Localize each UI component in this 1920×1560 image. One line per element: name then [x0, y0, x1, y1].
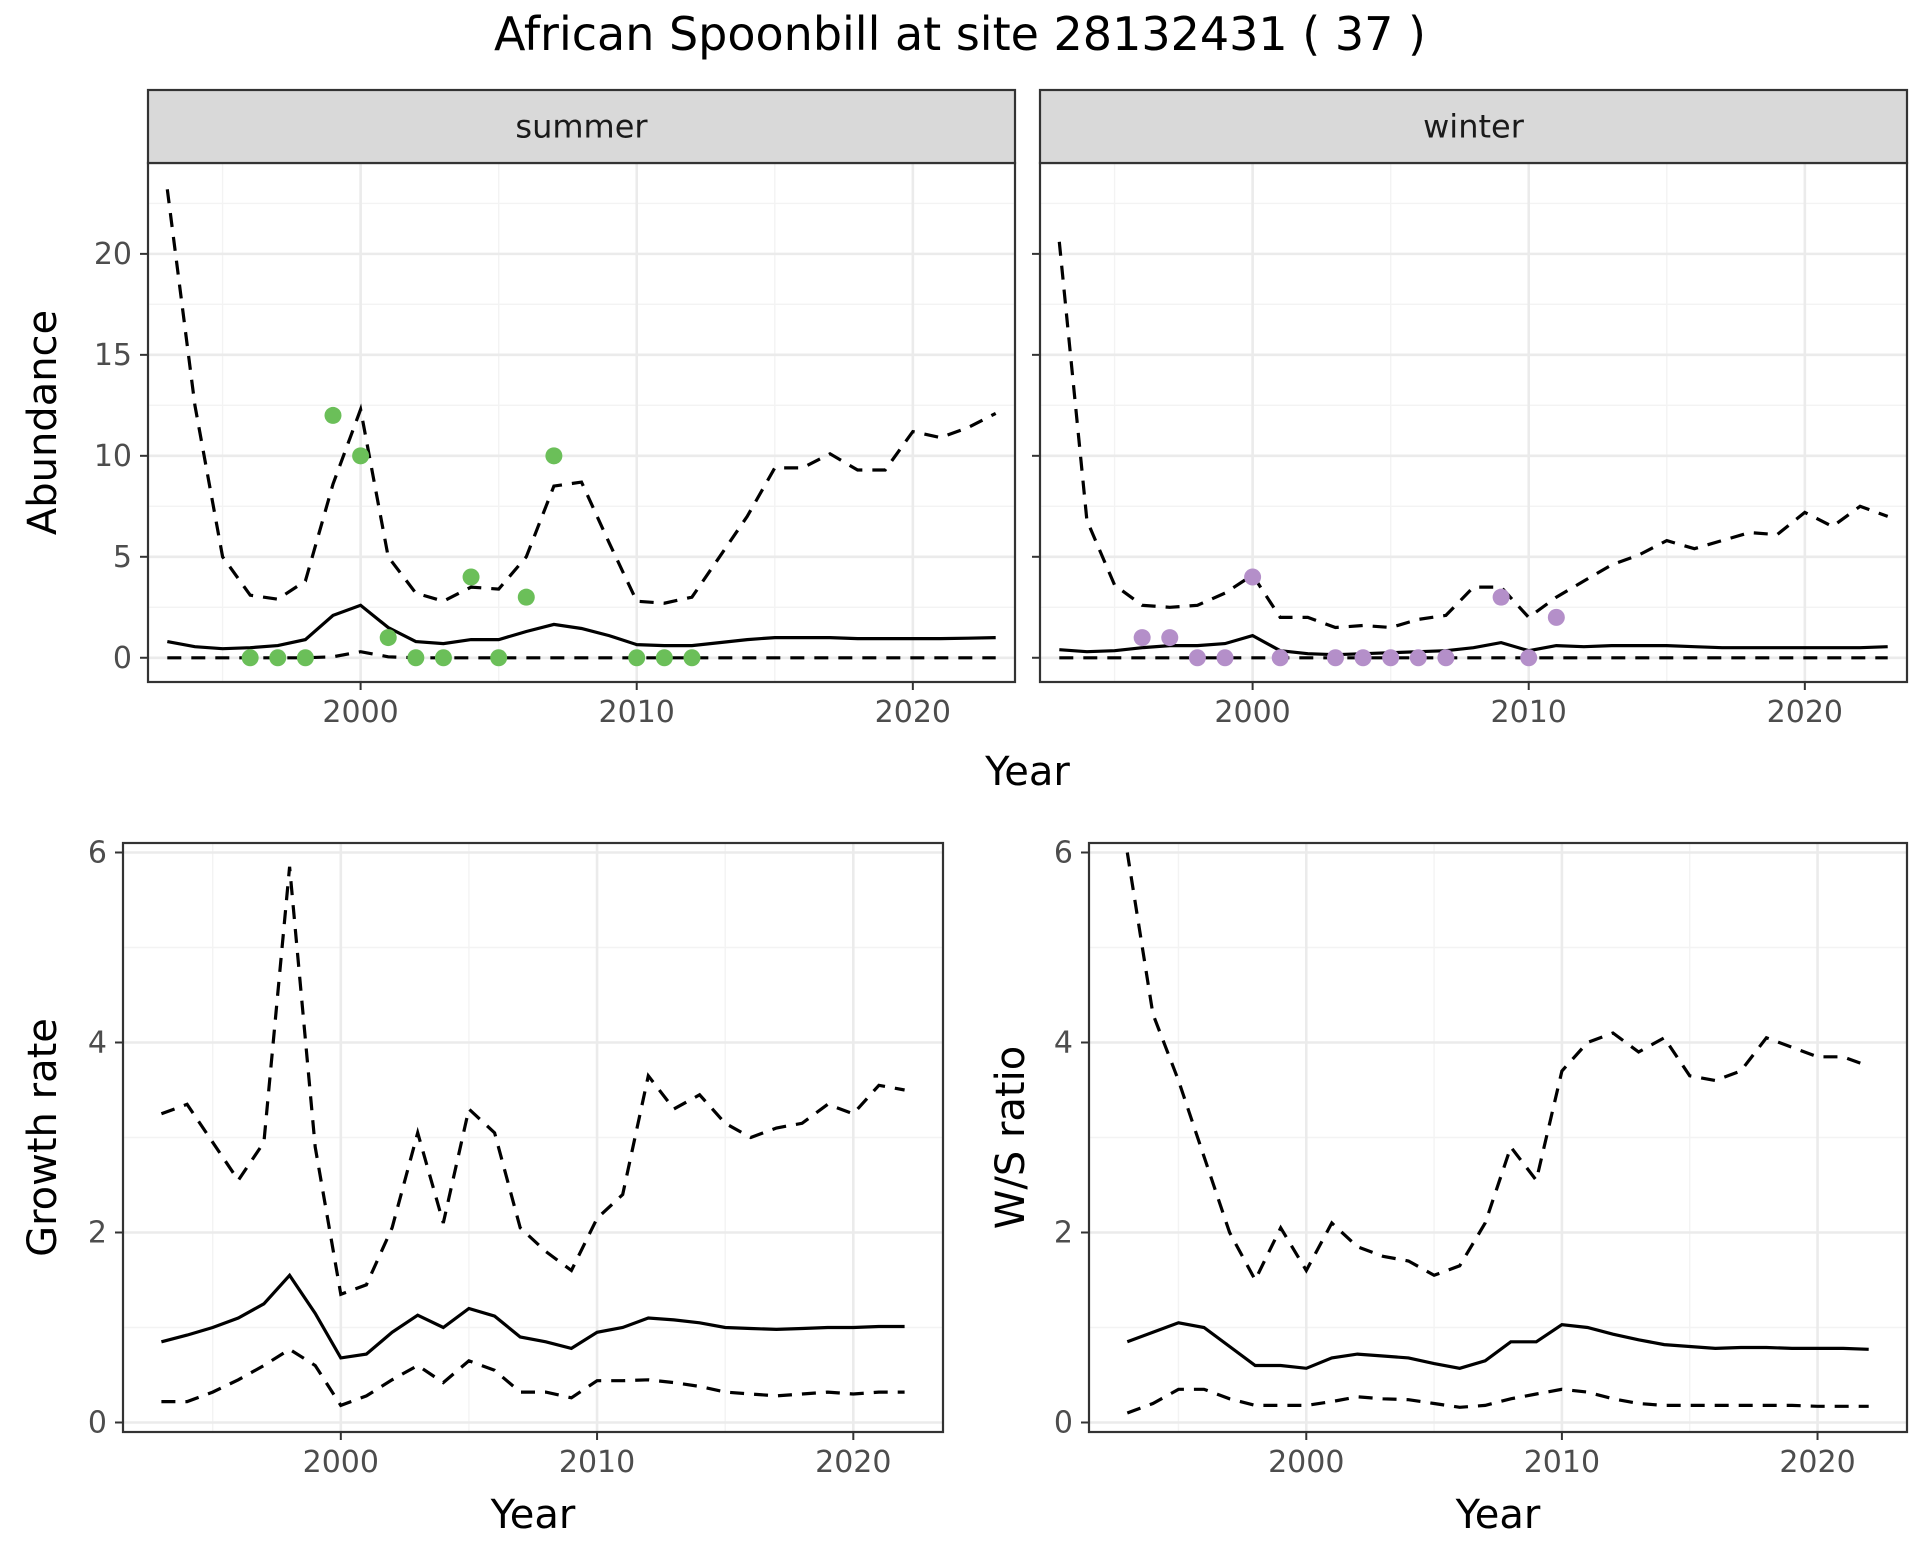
data-point [1244, 568, 1262, 586]
x-tick-label: 2000 [303, 1445, 379, 1480]
data-point [1271, 649, 1289, 667]
facet-strip [1038, 88, 1909, 165]
x-tick-label: 2010 [559, 1445, 635, 1480]
data-point [407, 649, 425, 667]
data-point [1547, 608, 1565, 626]
series-line-upper [1125, 852, 1870, 1284]
y-tick-label: 20 [94, 237, 132, 272]
y-axis-title: Growth rate [20, 1018, 66, 1257]
y-tick-label: 4 [88, 1026, 107, 1061]
y-tick-label: 0 [88, 1406, 107, 1441]
series-line-lower [161, 1347, 905, 1408]
series-line-estimate [1126, 1321, 1869, 1370]
data-point [269, 649, 287, 667]
series-line-upper [160, 866, 905, 1297]
data-point [1326, 649, 1344, 667]
data-point [241, 649, 259, 667]
y-tick-label: 6 [1054, 836, 1073, 871]
data-point [352, 447, 370, 465]
y-tick-label: 2 [88, 1216, 107, 1251]
y-tick-label: 2 [1054, 1216, 1073, 1251]
data-point [490, 649, 508, 667]
data-point [1188, 649, 1206, 667]
data-point [1409, 649, 1427, 667]
x-tick-label: 2010 [599, 695, 675, 730]
series-line-lower [167, 650, 996, 660]
data-point [1437, 649, 1455, 667]
data-point [1382, 649, 1400, 667]
panel-border [121, 841, 945, 1434]
series-line-estimate [160, 1272, 905, 1360]
y-tick-label: 6 [88, 836, 107, 871]
facet-strip [146, 88, 1017, 165]
data-point [379, 629, 397, 647]
series-line-upper [165, 189, 997, 605]
data-point [1133, 629, 1151, 647]
figure-title: African Spoonbill at site 28132431 ( 37 … [494, 7, 1426, 61]
x-tick-label: 2000 [1268, 1445, 1344, 1480]
x-tick-label: 2020 [875, 695, 951, 730]
series-line-lower [1126, 1387, 1869, 1415]
data-point [683, 649, 701, 667]
y-axis-title: W/S ratio [988, 1046, 1034, 1229]
x-tick-label: 2020 [1779, 1445, 1855, 1480]
series-line-upper [1057, 241, 1889, 630]
panel-ratio: 2000 2010 2020 0 2 4 6 Year W/S ratio [988, 836, 1909, 1538]
data-point [517, 588, 535, 606]
y-tick-label: 10 [94, 439, 132, 474]
x-tick-label: 2010 [1524, 1445, 1600, 1480]
data-point [1161, 629, 1179, 647]
series-line-estimate [1059, 633, 1888, 657]
data-point [545, 447, 563, 465]
x-tick-label: 2010 [1491, 695, 1567, 730]
x-tick-label: 2020 [1767, 695, 1843, 730]
data-point [324, 406, 342, 424]
data-point [655, 649, 673, 667]
x-axis-title: Year [490, 1492, 576, 1538]
data-point [462, 568, 480, 586]
y-tick-label: 15 [94, 338, 132, 373]
series-line-estimate [167, 603, 996, 651]
x-tick-label: 2020 [815, 1445, 891, 1480]
facet-strip-label: winter [1423, 108, 1525, 146]
panel-background [1040, 163, 1907, 682]
x-tick-label: 2000 [1214, 695, 1290, 730]
panel-growth: 2000 2010 2020 0 2 4 6 Year Growth rate [20, 836, 945, 1538]
panel-border [1087, 841, 1909, 1434]
data-point [1216, 649, 1234, 667]
y-tick-label: 0 [1054, 1406, 1073, 1441]
y-tick-label: 4 [1054, 1026, 1073, 1061]
data-point [434, 649, 452, 667]
data-point [1354, 649, 1372, 667]
panel-winter: 2000 2010 2020 winter [1032, 88, 1909, 730]
facet-strip-label: summer [515, 108, 648, 146]
data-point [628, 649, 646, 667]
data-point [1520, 649, 1538, 667]
data-point [1492, 588, 1510, 606]
x-tick-label: 2000 [322, 695, 398, 730]
panel-background [148, 163, 1015, 682]
x-axis-title-shared: Year [984, 749, 1070, 795]
y-axis-title: Abundance [20, 310, 66, 535]
y-tick-label: 0 [113, 641, 132, 676]
data-point [296, 649, 314, 667]
y-tick-label: 5 [113, 540, 132, 575]
panel-summer: 2000 2010 2020 0 5 10 15 20 summer Abundance [20, 88, 1017, 730]
x-axis-title: Year [1455, 1492, 1541, 1538]
